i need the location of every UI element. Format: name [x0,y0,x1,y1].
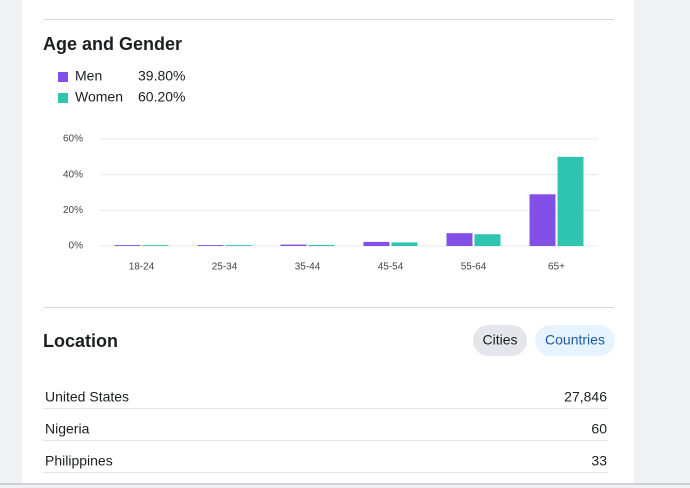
country-name: United States [45,389,129,405]
bar [363,241,390,246]
legend-label: Women [75,89,123,105]
country-count: 60 [591,421,607,437]
y-tick-label: 40% [63,169,83,180]
section-title: Age and Gender [43,34,182,54]
bar [197,245,224,246]
section-title: Location [43,331,118,351]
y-tick-label: 20% [63,205,83,216]
legend-swatch [58,72,68,82]
legend-share: 60.20% [138,89,185,105]
x-tick-label: 35-44 [295,262,321,273]
x-tick-label: 65+ [548,262,565,273]
country-count: 33 [591,453,607,469]
bar [474,234,501,246]
bar [142,245,169,246]
country-name: Nigeria [45,421,90,437]
x-tick-label: 25-34 [212,262,238,273]
legend-swatch [58,93,68,103]
x-tick-label: 45-54 [378,262,404,273]
legend: Men 39.80% Women 60.20% [58,68,185,105]
countries-button-label[interactable]: Countries [545,332,605,348]
bar [529,194,556,246]
y-tick-label: 0% [69,241,84,252]
bar [557,156,584,246]
bar [280,244,307,246]
bar [225,245,252,246]
legend-label: Men [75,68,102,84]
bar [391,242,418,246]
x-tick-label: 18-24 [129,262,155,273]
bar [308,244,335,246]
y-tick-label: 60% [63,134,83,145]
bar [114,245,141,246]
bar [446,233,473,246]
country-count: 27,846 [564,389,607,405]
country-name: Philippines [45,453,113,469]
chart: 0% 20% 40% 60% 18-24 25-34 35-44 45-54 55-64 65+ [63,134,598,273]
cities-button-label[interactable]: Cities [482,332,517,348]
countries-button[interactable] [535,325,615,356]
location-table: United States 27,846 Nigeria 60 Philippines 3… [43,389,608,473]
x-tick-label: 55-64 [461,262,487,273]
legend-share: 39.80% [138,68,185,84]
cities-button[interactable] [473,325,527,356]
